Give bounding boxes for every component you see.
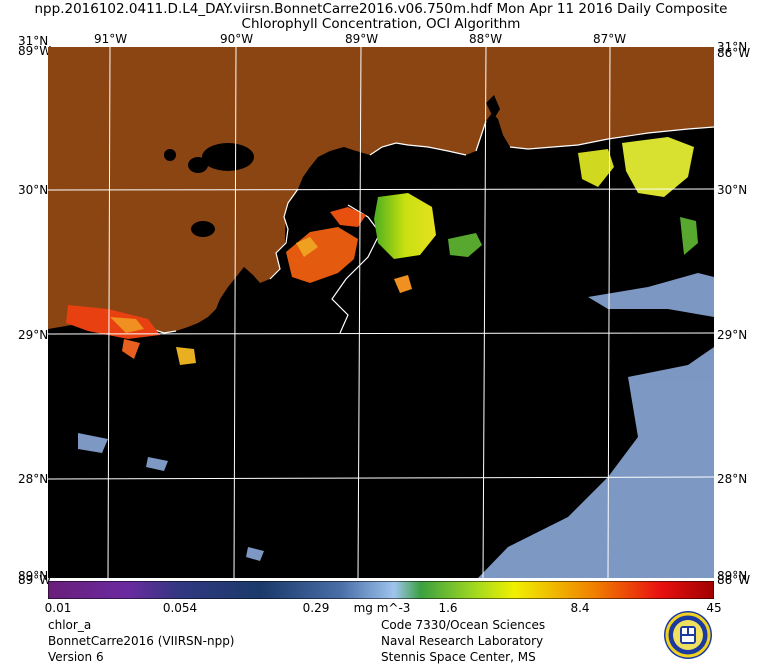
chlorophyll-map [48, 47, 714, 578]
footer-code: Code 7330/Ocean Sciences [381, 618, 546, 632]
corner-lat-top-right: 31°N [717, 40, 748, 54]
colorbar-tick-5: 8.4 [570, 601, 590, 615]
lat-label-28n-left: 28°N [18, 472, 49, 486]
lat-label-29n-right: 29°N [717, 328, 748, 342]
graticule [48, 47, 714, 578]
footer-lab: Naval Research Laboratory [381, 634, 544, 648]
corner-lat-bottom-left: 89°N [18, 569, 49, 583]
lon-label-88w: 88°W [469, 32, 503, 46]
corner-lat-bottom-right: 89°N [717, 569, 748, 583]
colorbar [48, 581, 714, 599]
nrl-seal-icon [664, 611, 712, 659]
mid-chlorophyll-plume [374, 193, 436, 259]
lon-label-91w: 91°W [94, 32, 128, 46]
colorbar-tick-max: 45 [706, 601, 722, 615]
land-mass [48, 47, 714, 333]
colorbar-tick-4: 1.6 [438, 601, 458, 615]
lat-label-29n-left: 29°N [18, 328, 49, 342]
footer-dataset: BonnetCarre2016 (VIIRSN-npp) [48, 634, 235, 648]
corner-lon-top-right: 86°W [717, 46, 751, 60]
lat-label-28n-right: 28°N [717, 472, 748, 486]
footer-version: Version 6 [48, 650, 104, 664]
corner-lon-bottom-left: 89°W [18, 573, 52, 587]
corner-lon-bottom-right: 86°W [717, 573, 751, 587]
colorbar-tick-min: 0.01 [44, 601, 72, 615]
eastern-plume [622, 137, 694, 197]
lat-label-30n-right: 30°N [717, 183, 748, 197]
lon-label-87w: 87°W [593, 32, 627, 46]
footer-location: Stennis Space Center, MS [381, 650, 536, 664]
lat-label-30n-left: 30°N [18, 183, 49, 197]
corner-lat-top-left: 31°N [18, 34, 49, 48]
lon-label-90w: 90°W [220, 32, 254, 46]
image-subtitle: Chlorophyll Concentration, OCI Algorithm [241, 16, 521, 32]
footer-product: chlor_a [48, 618, 92, 632]
lon-label-89w: 89°W [345, 32, 379, 46]
colorbar-unit: mg m^-3 [353, 601, 411, 615]
colorbar-tick-3: 0.29 [302, 601, 330, 615]
corner-lon-top-left: 89°W [18, 44, 52, 58]
image-title: npp.2016102.0411.D.L4_DAY.viirsn.BonnetC… [34, 1, 728, 17]
colorbar-tick-2: 0.054 [162, 601, 198, 615]
